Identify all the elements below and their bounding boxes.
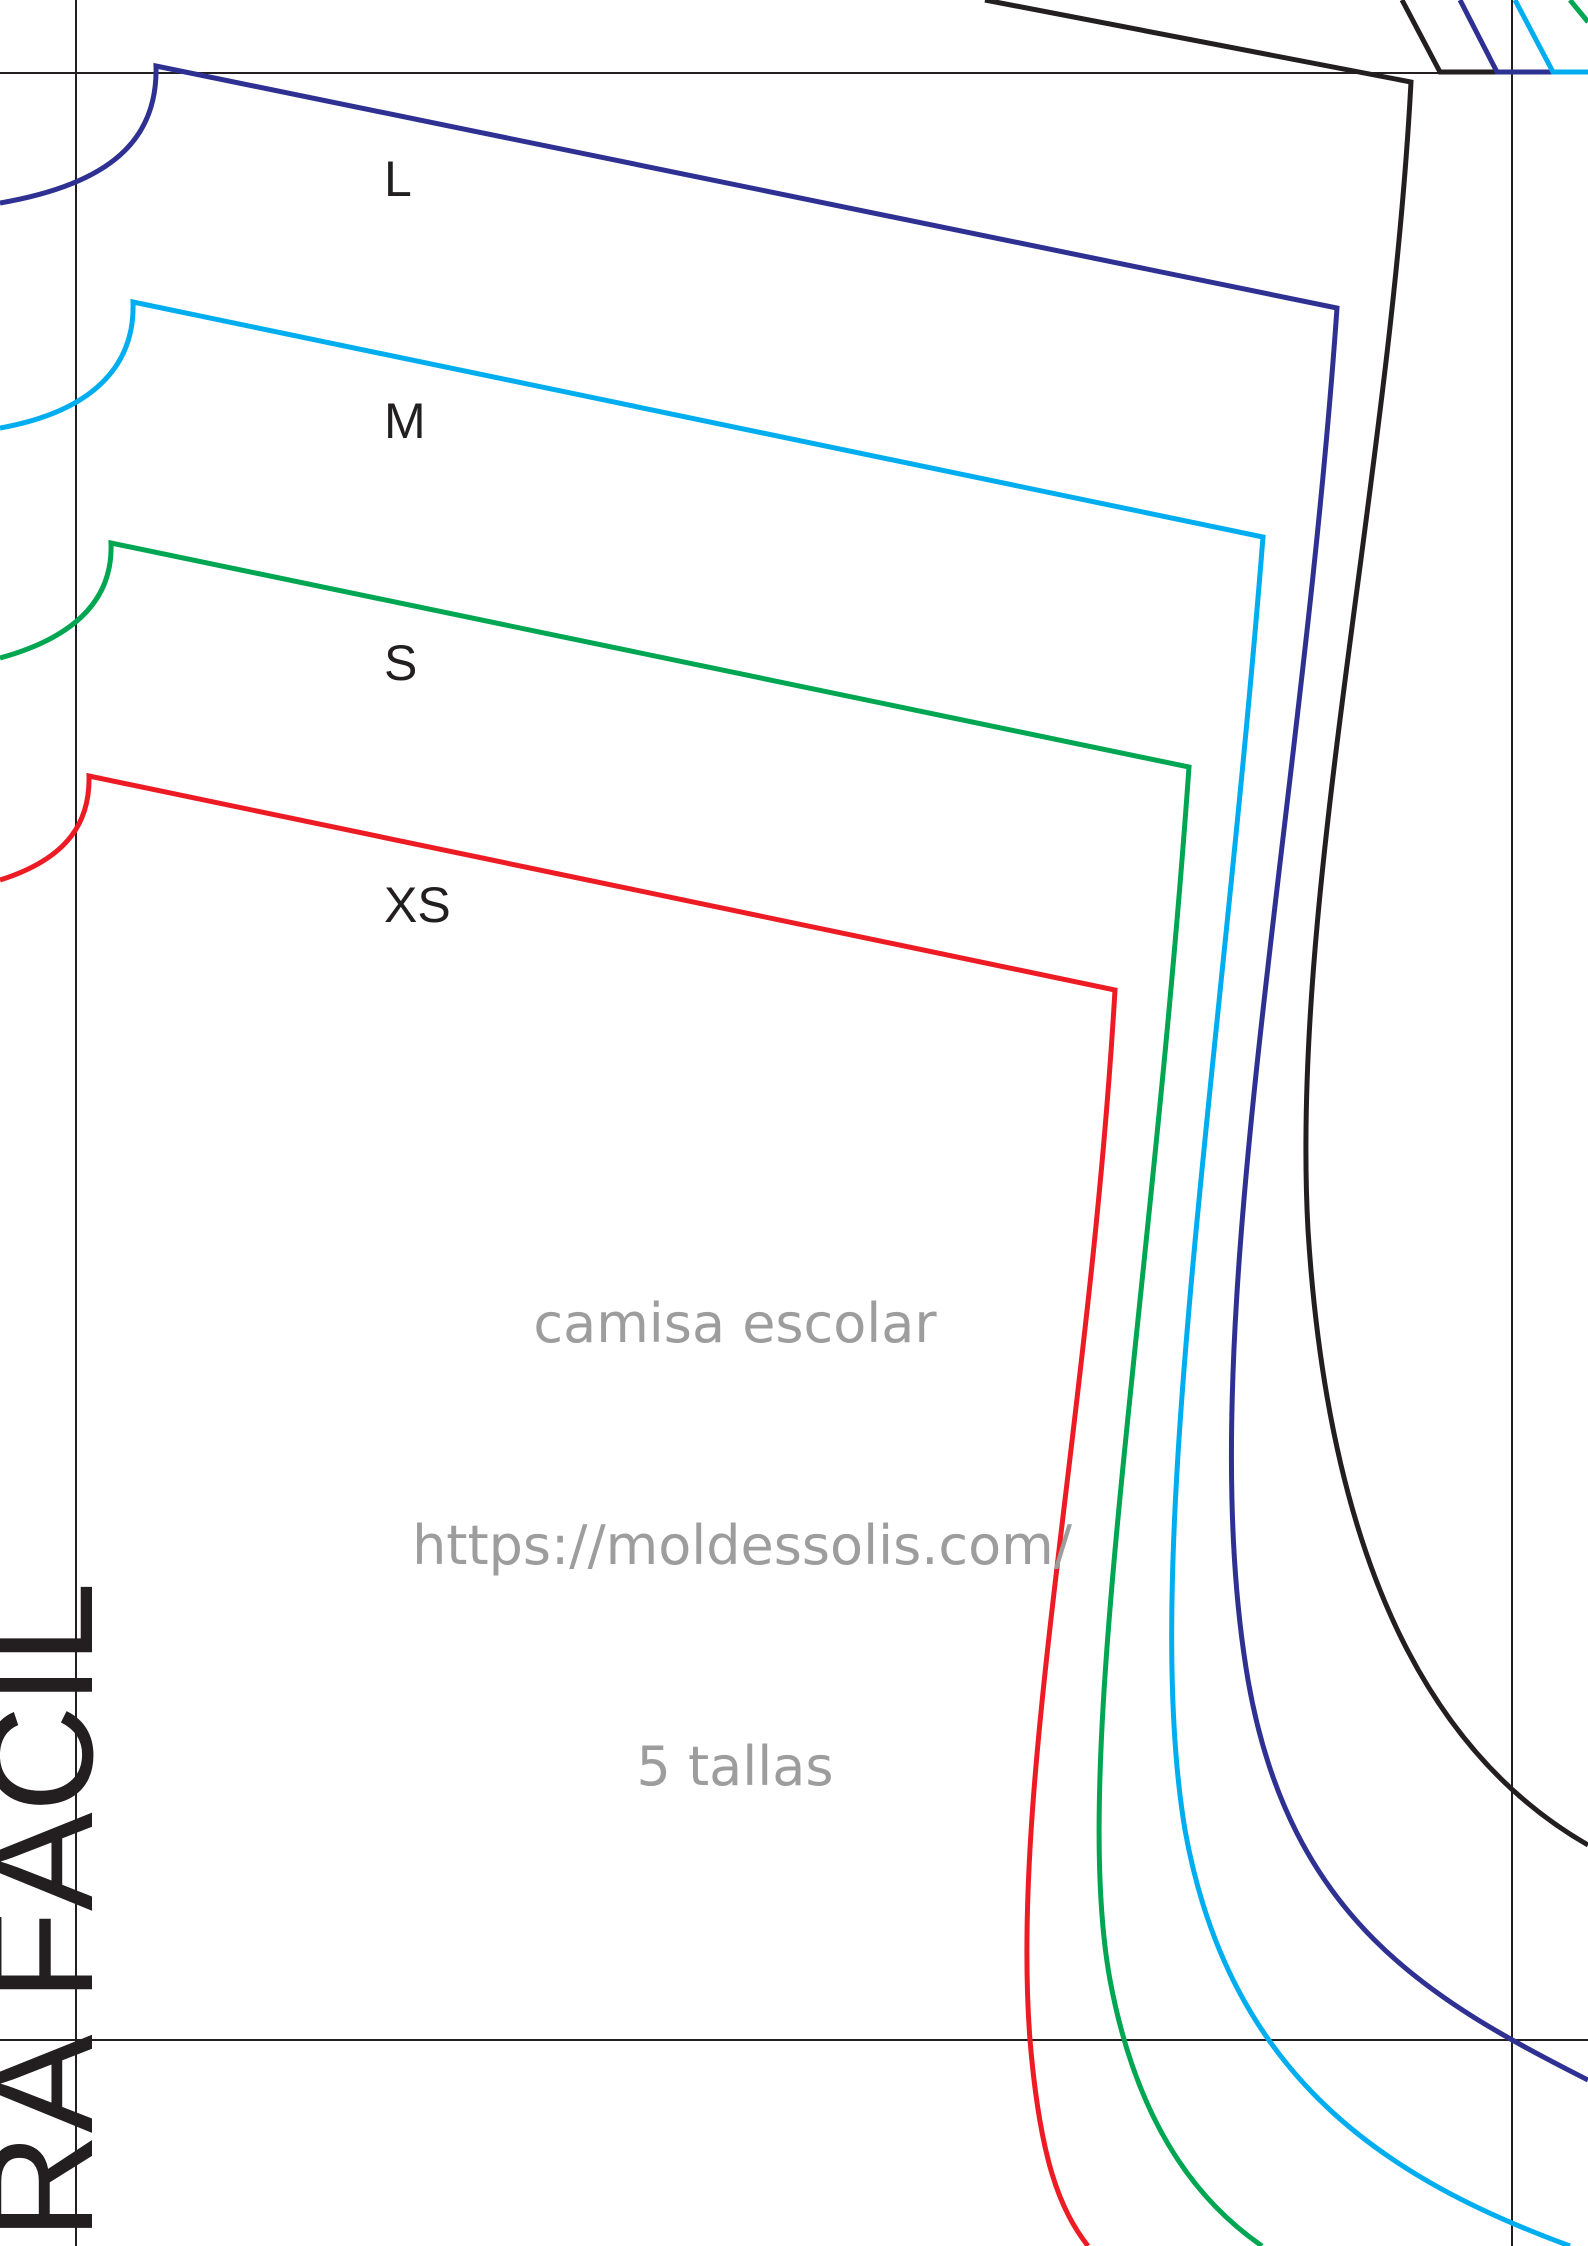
size-label-m: M <box>384 393 426 449</box>
outline-size-l <box>0 62 1588 2083</box>
top-right-fragments <box>1399 0 1588 75</box>
outline-size-s <box>0 539 1264 2246</box>
watermark-sizes-note: 5 tallas <box>636 1735 833 1798</box>
size-label-xs: XS <box>384 877 451 933</box>
outline-outer-size <box>984 0 1588 1848</box>
size-label-l: L <box>384 151 412 207</box>
outline-size-m <box>0 298 1571 2246</box>
size-label-s: S <box>384 635 417 691</box>
watermark-url: https://moldessolis.com/ <box>412 1514 1073 1577</box>
side-title: RA FÁCIL <box>0 1582 124 2240</box>
watermark-title: camisa escolar <box>533 1292 937 1355</box>
outline-size-xs <box>0 772 1118 2246</box>
